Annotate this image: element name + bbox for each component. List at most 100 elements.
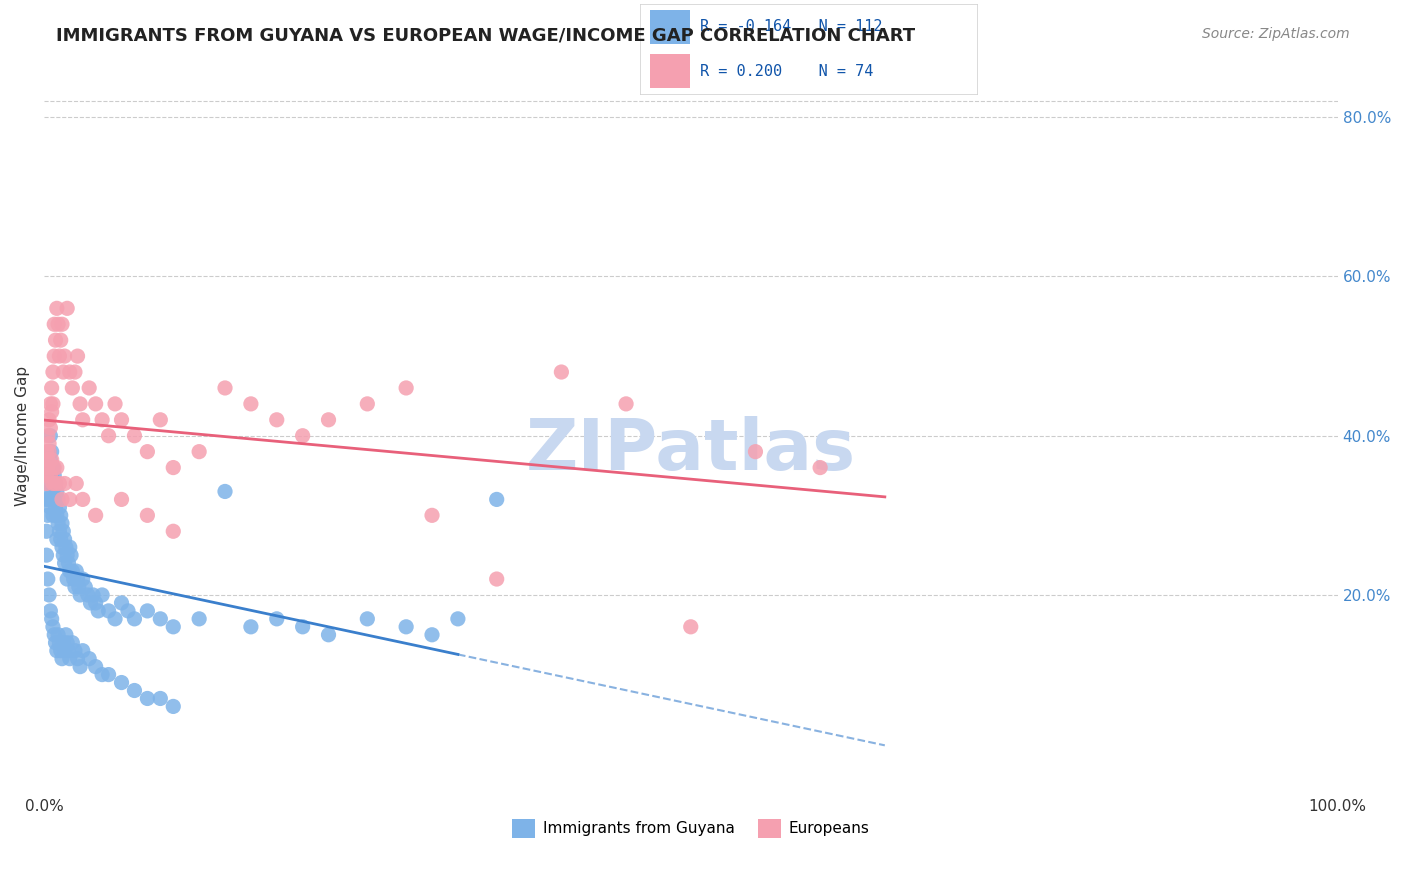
Point	[44, 476, 66, 491]
Point	[136, 508, 159, 523]
Point	[214, 381, 236, 395]
Point	[38, 492, 60, 507]
Point	[318, 628, 340, 642]
Text: IMMIGRANTS FROM GUYANA VS EUROPEAN WAGE/INCOME GAP CORRELATION CHART: IMMIGRANTS FROM GUYANA VS EUROPEAN WAGE/…	[56, 27, 915, 45]
Point	[42, 620, 65, 634]
Point	[77, 651, 100, 665]
Point	[104, 612, 127, 626]
Point	[41, 405, 63, 419]
Point	[35, 492, 58, 507]
Point	[55, 540, 77, 554]
Point	[60, 636, 83, 650]
Point	[188, 444, 211, 458]
Point	[38, 588, 60, 602]
Point	[52, 636, 75, 650]
Point	[38, 444, 60, 458]
Point	[77, 588, 100, 602]
Point	[87, 604, 110, 618]
Point	[38, 413, 60, 427]
Point	[84, 508, 107, 523]
Point	[162, 620, 184, 634]
Point	[59, 365, 82, 379]
Point	[37, 484, 59, 499]
Point	[45, 508, 67, 523]
Point	[91, 588, 114, 602]
Point	[49, 533, 72, 547]
Point	[45, 301, 67, 316]
Point	[44, 333, 66, 347]
Point	[59, 492, 82, 507]
Point	[66, 651, 89, 665]
Point	[69, 659, 91, 673]
Point	[53, 476, 76, 491]
Text: ZIPatlas: ZIPatlas	[526, 416, 856, 484]
Point	[42, 460, 65, 475]
Point	[53, 556, 76, 570]
Point	[44, 492, 66, 507]
Point	[45, 533, 67, 547]
Point	[48, 349, 70, 363]
Legend: Immigrants from Guyana, Europeans: Immigrants from Guyana, Europeans	[506, 813, 876, 844]
Point	[72, 643, 94, 657]
Point	[44, 476, 66, 491]
Point	[39, 452, 62, 467]
Point	[91, 667, 114, 681]
Point	[44, 460, 66, 475]
Point	[136, 691, 159, 706]
Point	[77, 381, 100, 395]
Point	[67, 580, 90, 594]
Point	[44, 500, 66, 515]
Point	[72, 413, 94, 427]
Point	[46, 318, 69, 332]
Point	[318, 413, 340, 427]
Point	[42, 476, 65, 491]
Point	[65, 564, 87, 578]
Point	[39, 421, 62, 435]
Point	[56, 301, 79, 316]
Point	[38, 444, 60, 458]
Point	[51, 516, 73, 531]
Point	[42, 484, 65, 499]
Point	[52, 524, 75, 539]
Point	[266, 612, 288, 626]
Point	[59, 564, 82, 578]
Point	[679, 620, 702, 634]
Point	[41, 452, 63, 467]
Point	[35, 444, 58, 458]
Point	[38, 468, 60, 483]
Point	[52, 365, 75, 379]
Point	[84, 659, 107, 673]
Point	[37, 460, 59, 475]
Point	[49, 508, 72, 523]
Point	[59, 540, 82, 554]
Point	[124, 683, 146, 698]
Text: R = 0.200    N = 74: R = 0.200 N = 74	[700, 64, 875, 78]
Point	[60, 381, 83, 395]
Point	[162, 699, 184, 714]
Point	[55, 628, 77, 642]
Point	[41, 381, 63, 395]
Text: R = -0.164   N = 112: R = -0.164 N = 112	[700, 20, 883, 34]
Point	[44, 468, 66, 483]
Bar	[650, 10, 690, 44]
Point	[239, 620, 262, 634]
Point	[45, 643, 67, 657]
Point	[110, 492, 132, 507]
Point	[744, 444, 766, 458]
Point	[266, 413, 288, 427]
Point	[52, 548, 75, 562]
Point	[66, 349, 89, 363]
Point	[69, 397, 91, 411]
Point	[58, 643, 80, 657]
Point	[44, 636, 66, 650]
Point	[808, 460, 831, 475]
Point	[58, 556, 80, 570]
Point	[188, 612, 211, 626]
Point	[51, 651, 73, 665]
Point	[97, 667, 120, 681]
Text: Source: ZipAtlas.com: Source: ZipAtlas.com	[1202, 27, 1350, 41]
Point	[39, 604, 62, 618]
Point	[48, 524, 70, 539]
Point	[162, 460, 184, 475]
Point	[51, 492, 73, 507]
